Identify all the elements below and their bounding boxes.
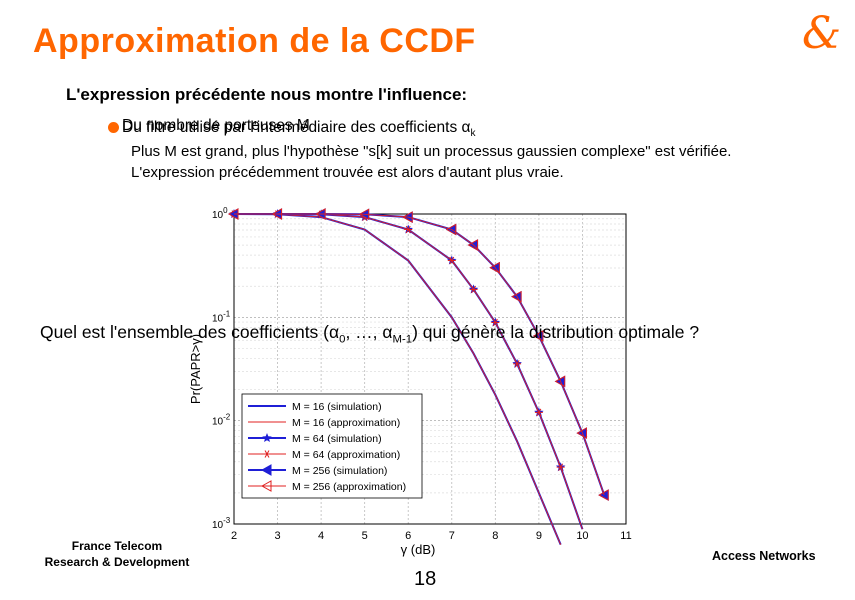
- series-marker: [598, 489, 609, 501]
- x-tick-label: 2: [231, 530, 237, 542]
- x-tick-label: 5: [362, 530, 368, 542]
- x-tick-label: 10: [576, 530, 588, 542]
- series-marker: [263, 450, 271, 458]
- chart-legend: M = 16 (simulation) M = 16 (approximation…: [241, 393, 423, 499]
- bullet-text-a: Du nombre de porteuses M: [122, 117, 310, 134]
- legend-label: M = 64 (simulation): [292, 433, 382, 445]
- series-marker: [556, 463, 565, 471]
- y-tick-label: 100: [212, 206, 228, 221]
- series-marker: [315, 208, 326, 220]
- legend-label: M = 16 (approximation): [292, 417, 400, 429]
- bullet-dot-icon: [108, 122, 119, 133]
- series-marker: [260, 464, 272, 476]
- footer-access-networks: Access Networks: [712, 549, 816, 563]
- asterisk-stroke: [471, 285, 476, 294]
- y-axis-label: Pr(PAPR>γ): [188, 334, 203, 404]
- series-marker: [404, 225, 413, 234]
- y-tick-label: 10-3: [212, 516, 231, 531]
- x-tick-label: 7: [449, 530, 455, 542]
- series-marker: [534, 408, 543, 417]
- legend-label: M = 256 (approximation): [292, 481, 406, 493]
- question-text: Quel est l'ensemble des coefficients (α0…: [40, 322, 700, 346]
- bullet-line: Du nombre de porteuses M Du filtre utili…: [122, 117, 476, 139]
- series-marker: [260, 480, 272, 492]
- intro-text: L'expression précédente nous montre l'in…: [66, 85, 468, 104]
- footer-org-line1: France Telecom: [71, 539, 163, 553]
- footer-org-line2: Research & Development: [44, 555, 190, 569]
- series-1: [233, 213, 562, 545]
- series-marker: [554, 375, 566, 388]
- series-marker: [271, 208, 283, 220]
- series-marker: [511, 290, 522, 303]
- legend-label: M = 64 (approximation): [292, 449, 400, 461]
- x-tick-label: 9: [536, 530, 542, 542]
- asterisk-stroke: [264, 450, 270, 458]
- series-marker: [358, 208, 370, 221]
- series-marker: [467, 239, 479, 251]
- series-marker: [489, 261, 500, 274]
- x-tick-labels: 2 3 4 5 6 7 8 9 10 11: [231, 530, 632, 542]
- series-marker: [576, 427, 587, 439]
- explanation-paragraph: Plus M est grand, plus l'hypothèse "s[k]…: [131, 143, 732, 181]
- asterisk-stroke: [536, 408, 542, 417]
- x-tick-label: 3: [274, 530, 280, 542]
- legend-label: M = 256 (simulation): [292, 465, 387, 477]
- asterisk-stroke: [558, 463, 564, 471]
- bullet-text-b: Du filtre utilisé par l'intermédiaire de…: [122, 119, 476, 140]
- series-marker: [513, 360, 522, 368]
- series-marker: [532, 330, 544, 342]
- series-marker: [227, 208, 239, 220]
- series-line: [233, 213, 562, 545]
- legend-box: [241, 393, 423, 499]
- y-tick-label: 10-2: [212, 413, 231, 428]
- france-telecom-logo-icon: &: [802, 8, 842, 59]
- legend-label: M = 16 (simulation): [292, 401, 382, 413]
- series-5: [227, 208, 609, 501]
- plot-frame: [233, 213, 627, 525]
- y-tick-label: 10-1: [212, 309, 231, 324]
- x-tick-label: 8: [492, 530, 498, 542]
- asterisk-stroke: [405, 225, 411, 234]
- series-marker: [447, 256, 456, 265]
- series-marker: [554, 375, 566, 388]
- x-tick-label: 6: [405, 530, 411, 542]
- series-marker: [491, 318, 500, 327]
- x-axis-label: γ (dB): [401, 542, 436, 557]
- series-marker: [469, 285, 478, 294]
- slide-title: Approximation de la CCDF: [33, 22, 476, 60]
- ccdf-chart: 2 3 4 5 6 7 8 9 10 11 100 10-1 10-2 10-3 γ (dB) Pr(P…: [188, 206, 632, 557]
- series-marker: [445, 223, 457, 236]
- series-marker: [262, 433, 272, 443]
- asterisk-stroke: [492, 318, 498, 327]
- asterisk-stroke: [449, 256, 455, 265]
- series-marker: [402, 211, 413, 223]
- x-tick-label: 11: [620, 530, 631, 542]
- footer-org: France Telecom Research & Development: [32, 538, 202, 570]
- page-number: 18: [414, 568, 437, 590]
- asterisk-stroke: [514, 360, 520, 368]
- series-line: [234, 213, 605, 496]
- y-tick-labels: 100 10-1 10-2 10-3: [212, 206, 231, 531]
- x-tick-label: 4: [318, 530, 324, 542]
